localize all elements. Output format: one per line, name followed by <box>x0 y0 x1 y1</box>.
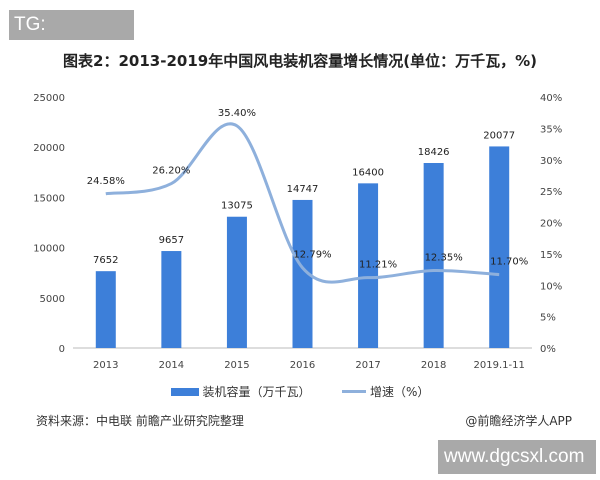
bar <box>358 183 379 348</box>
y-left-tick: 25000 <box>33 93 65 104</box>
legend-bar-label: 装机容量（万千瓦） <box>202 385 311 399</box>
legend-bar-swatch <box>170 387 199 396</box>
y-right-tick: 40% <box>540 93 562 104</box>
bar <box>489 146 510 348</box>
line-label: 12.35% <box>425 253 463 264</box>
x-tick: 2018 <box>421 360 446 371</box>
y-right-tick: 30% <box>540 156 562 167</box>
legend: 装机容量（万千瓦） 增速（%） <box>0 383 600 400</box>
y-left-tick: 15000 <box>33 193 65 204</box>
line-label: 26.20% <box>152 166 190 177</box>
bar-label: 7652 <box>93 255 118 266</box>
x-tick: 2016 <box>290 360 315 371</box>
y-right-tick: 35% <box>540 124 562 135</box>
bar <box>226 216 247 348</box>
line-label: 12.79% <box>293 250 331 261</box>
line-label: 11.21% <box>359 260 397 271</box>
source-note: 资料来源：中电联 前瞻产业研究院整理 <box>36 414 244 428</box>
bar-label: 16400 <box>352 167 384 178</box>
bar-label: 18426 <box>418 147 450 158</box>
legend-line-label: 增速（%） <box>369 385 430 399</box>
x-tick: 2019.1-11 <box>474 360 525 371</box>
y-left-tick: 20000 <box>33 143 65 154</box>
y-right-tick: 0% <box>540 344 556 355</box>
legend-line-swatch <box>342 390 367 393</box>
bar <box>423 163 444 348</box>
y-right-tick: 5% <box>540 313 556 324</box>
growth-line <box>105 122 500 284</box>
bar-label: 9657 <box>159 235 184 246</box>
y-right-tick: 10% <box>540 281 562 292</box>
line-label: 11.70% <box>490 257 528 268</box>
y-right-tick: 15% <box>540 250 562 261</box>
y-left-tick: 5000 <box>40 294 65 305</box>
bar <box>292 199 313 348</box>
bar-label: 20077 <box>483 130 515 141</box>
y-right-tick: 20% <box>540 219 562 230</box>
y-right-tick: 25% <box>540 187 562 198</box>
bar <box>95 271 116 348</box>
chart-title: 图表2：2013-2019年中国风电装机容量增长情况(单位：万千瓦，%) <box>63 52 537 70</box>
y-left-tick: 0 <box>59 344 65 355</box>
brand-note: @前瞻经济学人APP <box>465 414 572 428</box>
line-label: 35.40% <box>218 108 256 119</box>
bar-label: 14747 <box>287 184 319 195</box>
x-tick: 2014 <box>159 360 184 371</box>
x-tick: 2017 <box>355 360 380 371</box>
line-label: 24.58% <box>87 176 125 187</box>
watermark-top: TG: MYYJJPP <box>9 10 134 65</box>
bar <box>161 251 182 348</box>
watermark-bottom: www.dgcsxl.com <box>438 440 596 474</box>
y-left-tick: 10000 <box>33 244 65 255</box>
x-tick: 2013 <box>93 360 118 371</box>
bar-label: 13075 <box>221 201 253 212</box>
x-tick: 2015 <box>224 360 249 371</box>
